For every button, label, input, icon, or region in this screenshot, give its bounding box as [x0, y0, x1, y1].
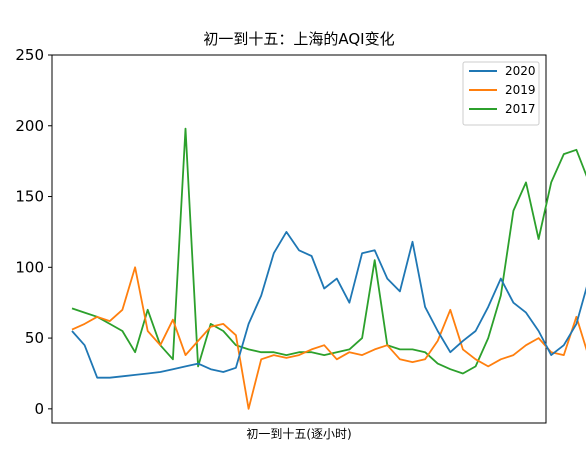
- legend: 2020 2019 2017: [462, 61, 540, 126]
- series-line-2020: [71, 230, 586, 379]
- x-axis-label: 初一到十五(逐小时): [246, 427, 351, 441]
- chart-title: 初一到十五：上海的AQI变化: [203, 30, 394, 48]
- y-tick-label: 200: [15, 117, 44, 135]
- legend-label-2020: 2020: [505, 64, 536, 78]
- y-tick-label: 150: [15, 188, 44, 206]
- y-tick-label: 250: [15, 46, 44, 64]
- legend-label-2017: 2017: [505, 102, 536, 116]
- series-line-2017: [71, 127, 586, 375]
- y-axis: 0 50 100 150 200 250: [15, 46, 52, 418]
- series-line-2019: [71, 266, 586, 410]
- y-tick-label: 100: [15, 258, 44, 276]
- y-tick-label: 0: [34, 400, 44, 418]
- legend-label-2019: 2019: [505, 83, 536, 97]
- y-tick-label: 50: [25, 329, 44, 347]
- series-lines: [71, 127, 586, 410]
